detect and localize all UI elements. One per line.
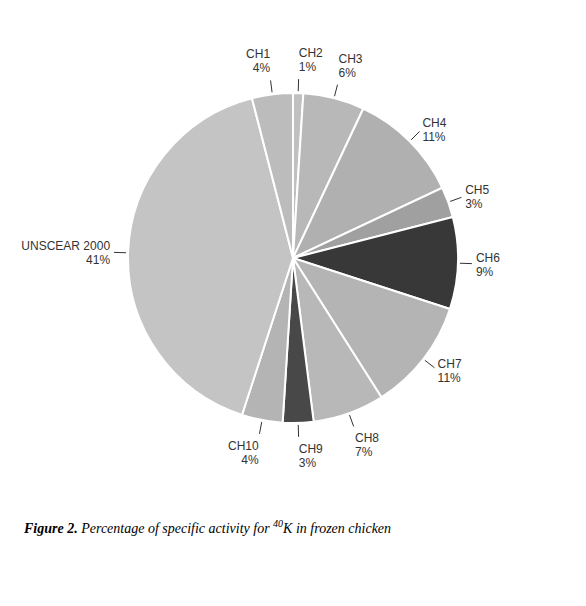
- svg-text:CH104%: CH104%: [228, 439, 259, 467]
- svg-text:CH14%: CH14%: [246, 47, 270, 75]
- svg-text:CH69%: CH69%: [476, 251, 500, 279]
- svg-text:CH711%: CH711%: [438, 357, 462, 385]
- html-text:Figure 2. Percentage of specif: Figure 2. Percentage of specific activit…: [24, 518, 392, 536]
- svg-text:UNSCEAR 200041%: UNSCEAR 200041%: [21, 239, 110, 267]
- svg-text:CH21%: CH21%: [299, 46, 323, 74]
- svg-text:CH411%: CH411%: [422, 116, 446, 144]
- svg-text:CH87%: CH87%: [355, 431, 379, 459]
- svg-text:CH53%: CH53%: [465, 183, 489, 211]
- svg-text:CH93%: CH93%: [299, 442, 323, 470]
- svg-text:CH36%: CH36%: [339, 52, 363, 80]
